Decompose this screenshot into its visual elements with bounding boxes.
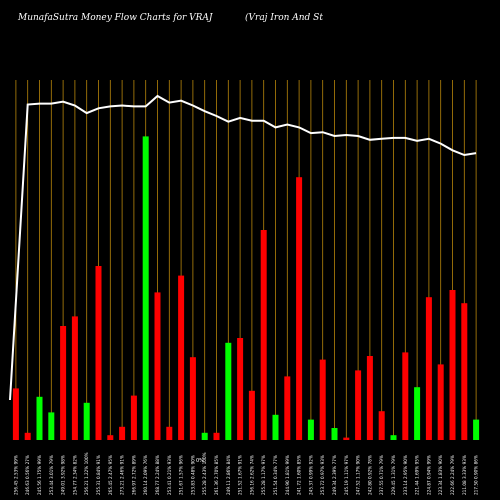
x-tick-label: 245.56 1.75% 99% (37, 455, 42, 495)
x-axis-labels: 256.45 2.53% 99% 246.63 0.56% 27% 245.56 1… (13, 452, 478, 495)
money-flow-bar (237, 338, 244, 440)
money-flow-bar (272, 414, 279, 440)
x-tick-label: 268.77 2.24% 88% (155, 455, 160, 495)
money-flow-bar (130, 395, 137, 440)
x-tick-label: 247.52 1.17% 90% (356, 455, 361, 495)
money-flow-bar (331, 428, 338, 440)
x-tick-label: 223.34 1.83% 90% (438, 455, 443, 495)
x-tick-label: 224.87 0.94% 99% (426, 455, 431, 495)
x-tick-label: 253.83 0.48% 90% (190, 455, 195, 495)
price-line (9, 94, 477, 401)
x-tick-label: 245.19 1.11% 97% (344, 455, 349, 495)
x-tick-label: 261.36 2.70% 85% (214, 455, 219, 495)
x-tick-label: 251.52 1.67% 91% (238, 455, 243, 495)
money-flow-bar (95, 266, 102, 440)
money-flow-bar (166, 426, 173, 440)
money-flow-bar (142, 136, 149, 440)
x-tick-label: 241.72 1.60% 85% (297, 455, 302, 495)
x-tick-label: 229.45 1.31% 79% (391, 455, 396, 495)
money-flow-bar (296, 177, 303, 440)
x-tick-label: 273.21 2.46% 91% (120, 455, 125, 495)
x-tick-label: 253.44 3.01% 79% (49, 455, 54, 495)
money-flow-bar (402, 352, 409, 440)
money-flow-bar (319, 359, 326, 440)
x-tick-label: 253.72 0.97% 93% (320, 455, 325, 495)
x-tick-label: 256.16 2.62% 74% (249, 455, 254, 495)
money-flow-bar (307, 419, 314, 440)
money-flow-bar (473, 419, 480, 440)
money-flow-bar (390, 435, 397, 440)
x-tick-label: 233.14 2.95% 90% (403, 455, 408, 495)
x-tick-label: 256.45 2.53% 99% (13, 455, 18, 495)
x-tick-label: 242.80 0.92% 78% (367, 455, 372, 495)
x-tick-label: 249.34 2.39% 77% (332, 455, 337, 495)
x-tick-label: 245.37 0.99% 92% (308, 455, 313, 495)
x-tick-label: 249.01 3.92% 98% (61, 455, 66, 495)
money-flow-bar (154, 292, 161, 440)
money-flow-bar (178, 275, 185, 440)
x-tick-label: 265.45 2.47% 95% (108, 455, 113, 495)
x-tick-label: 217.50 0.90% 86% (474, 455, 479, 495)
x-tick-label: 260.14 2.09% 76% (143, 455, 148, 495)
x-tick-label: 221.44 1.69% 95% (415, 455, 420, 495)
money-flow-bar (437, 364, 444, 440)
axis-mark-label: 0% (196, 458, 204, 464)
x-tick-label: 246.63 0.56% 27% (25, 455, 30, 495)
x-tick-label: 249.11 2.86% 84% (226, 455, 231, 495)
money-flow-bar (107, 435, 114, 440)
money-flow-bar (260, 230, 267, 440)
money-flow-bar (461, 303, 468, 440)
x-tick-label: 255.28 1.17% 97% (261, 455, 266, 495)
money-flow-bar (24, 432, 31, 440)
money-flow-bar (248, 390, 255, 440)
x-tick-label: 251.54 0.34% 77% (273, 455, 278, 495)
money-flow-bar (71, 316, 78, 440)
money-flow-bar (414, 387, 421, 440)
money-flow-bar (83, 402, 90, 440)
money-flow-bar (36, 396, 43, 440)
money-flow-bar (449, 290, 456, 440)
money-flow-bar (366, 356, 373, 440)
money-flow-bar (12, 388, 19, 440)
money-flow-bar (378, 411, 385, 440)
x-tick-label: 222.66 2.24% 79% (450, 455, 455, 495)
money-flow-bar (425, 297, 432, 440)
x-tick-label: 253.41 0.21% 93% (167, 455, 172, 495)
money-flow-bar (343, 437, 350, 440)
money-flow-bar (355, 370, 362, 440)
x-tick-label: 255.31 0.84% 91% (96, 455, 101, 495)
x-tick-label: 256.21 1.22% 100% (84, 452, 89, 495)
money-flow-bar (48, 412, 55, 440)
x-tick-label: 255.28 2.43% 100% (202, 452, 207, 495)
money-flow-bar (284, 376, 291, 440)
money-flow-bar (119, 426, 126, 440)
company-name: (Vraj Iron And St (245, 13, 323, 23)
money-flow-bars (12, 136, 480, 440)
x-tick-label: 266.97 2.72% 89% (131, 455, 136, 495)
x-tick-label: 251.67 1.57% 96% (179, 455, 184, 495)
x-tick-label: 244.90 1.81% 99% (285, 455, 290, 495)
chart-title: MunafaSutra Money Flow Charts for VRAJ (18, 13, 213, 23)
x-tick-label: 254.77 2.34% 82% (72, 455, 77, 495)
money-flow-bar (60, 326, 67, 440)
x-tick-label: 211.08 3.33% 93% (462, 455, 467, 495)
x-tick-label: 237.55 0.71% 79% (379, 455, 384, 495)
money-flow-bar (189, 357, 196, 440)
money-flow-bar (213, 432, 220, 440)
money-flow-bar (225, 342, 232, 440)
money-flow-bar (201, 432, 208, 440)
